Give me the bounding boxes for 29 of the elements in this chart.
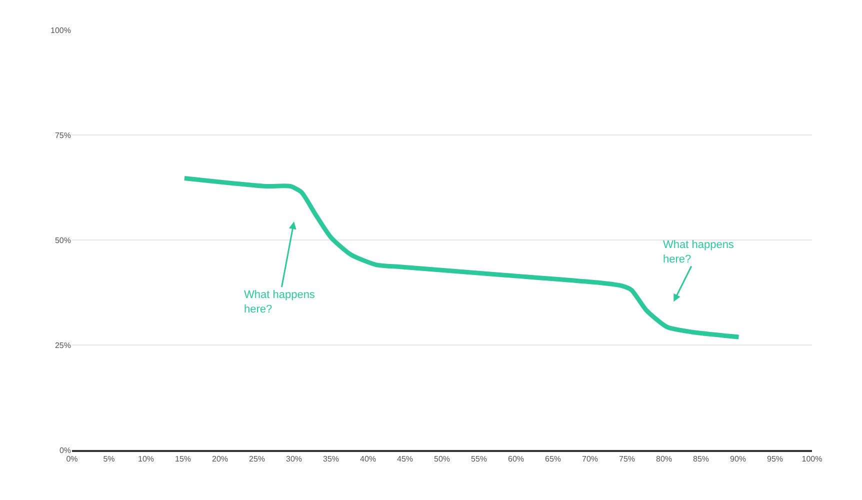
x-tick-label: 5% <box>103 454 115 464</box>
x-tick-label: 55% <box>470 454 488 464</box>
y-tick-label: 75% <box>54 130 71 140</box>
x-tick-label: 100% <box>802 454 822 464</box>
x-tick-label: 65% <box>544 454 562 464</box>
y-tick-label: 50% <box>54 236 71 245</box>
annotation: What happens here? <box>663 239 734 266</box>
x-tick-label: 75% <box>618 454 636 464</box>
x-tick-label: 95% <box>766 454 784 464</box>
x-tick-label: 0% <box>66 454 78 464</box>
x-tick-label: 35% <box>322 454 340 464</box>
x-tick-label: 20% <box>212 454 228 464</box>
y-tick-label: 0% <box>59 446 71 455</box>
annotation: What happens here? <box>244 289 316 316</box>
x-tick-label: 90% <box>730 454 746 464</box>
x-tick-label: 40% <box>360 454 376 464</box>
x-tick-label: 60% <box>508 454 524 464</box>
y-tick-label: 25% <box>54 340 71 350</box>
x-tick-label: 85% <box>692 454 710 464</box>
x-tick-label: 10% <box>138 454 154 464</box>
x-tick-label: 50% <box>434 454 450 464</box>
x-tick-label: 25% <box>248 454 266 464</box>
x-tick-label: 80% <box>656 454 672 464</box>
x-tick-label: 15% <box>174 454 192 464</box>
line-series <box>182 176 741 340</box>
x-tick-label: 30% <box>286 454 302 464</box>
x-tick-label: 45% <box>396 454 414 464</box>
y-tick-label: 100% <box>50 26 71 35</box>
x-tick-label: 70% <box>582 454 598 464</box>
